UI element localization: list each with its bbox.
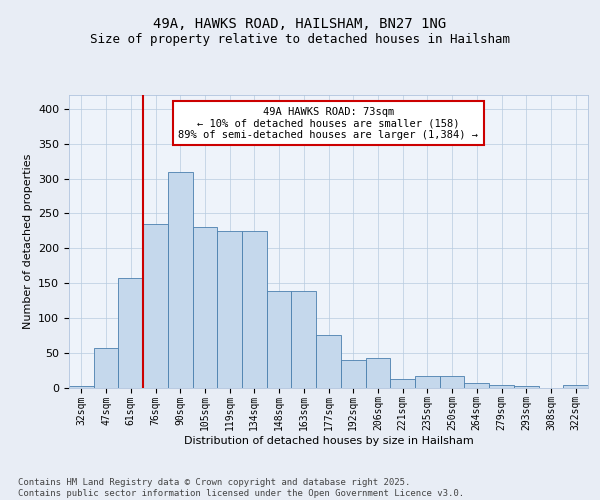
Bar [217,231,242,388]
Bar [242,231,267,388]
Bar [563,384,588,388]
Bar [440,376,464,388]
Bar [118,278,143,388]
Bar [341,360,365,388]
Bar [365,358,390,388]
Bar [267,292,292,388]
Bar [168,172,193,388]
Bar [316,336,341,388]
Y-axis label: Number of detached properties: Number of detached properties [23,154,32,329]
X-axis label: Distribution of detached houses by size in Hailsham: Distribution of detached houses by size … [184,436,473,446]
Bar [464,382,489,388]
Bar [514,386,539,388]
Bar [390,379,415,388]
Bar [415,376,440,388]
Bar [94,348,118,388]
Bar [193,228,217,388]
Bar [292,292,316,388]
Bar [489,384,514,388]
Text: 49A HAWKS ROAD: 73sqm
← 10% of detached houses are smaller (158)
89% of semi-det: 49A HAWKS ROAD: 73sqm ← 10% of detached … [179,106,479,140]
Text: Size of property relative to detached houses in Hailsham: Size of property relative to detached ho… [90,32,510,46]
Bar [69,386,94,388]
Text: 49A, HAWKS ROAD, HAILSHAM, BN27 1NG: 49A, HAWKS ROAD, HAILSHAM, BN27 1NG [154,18,446,32]
Bar [143,224,168,388]
Text: Contains HM Land Registry data © Crown copyright and database right 2025.
Contai: Contains HM Land Registry data © Crown c… [18,478,464,498]
